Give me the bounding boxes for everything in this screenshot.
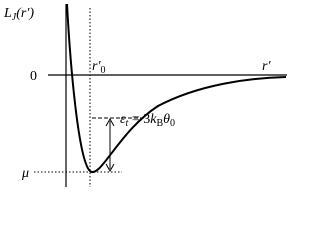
epsilon-label: εt = 3kBθ0: [120, 112, 175, 129]
r-label: r′: [262, 59, 271, 74]
zero-label: 0: [30, 69, 37, 84]
label-part: (r′): [16, 6, 34, 21]
axis-label: LJ(r′): [3, 6, 34, 23]
diagram: LJ(r′) 0 r′0 r′ μ εt = 3kBθ0: [3, 3, 287, 187]
potential-curve: [66, 3, 287, 174]
label-part: k: [150, 112, 157, 127]
label-part: 0: [101, 65, 106, 76]
label-part: J: [12, 12, 17, 23]
label-part: θ: [163, 112, 170, 127]
label-part: 0: [170, 118, 175, 129]
r0-label: r′0: [92, 59, 106, 76]
label-part: t: [126, 118, 129, 129]
label-part: ε: [120, 112, 126, 127]
label-part: B: [156, 118, 163, 129]
arrow-heads: [105, 117, 115, 173]
label-part: = 3: [128, 112, 150, 127]
mu-label: μ: [21, 166, 29, 181]
label-part: r′: [92, 59, 101, 74]
label-part: L: [3, 6, 12, 21]
